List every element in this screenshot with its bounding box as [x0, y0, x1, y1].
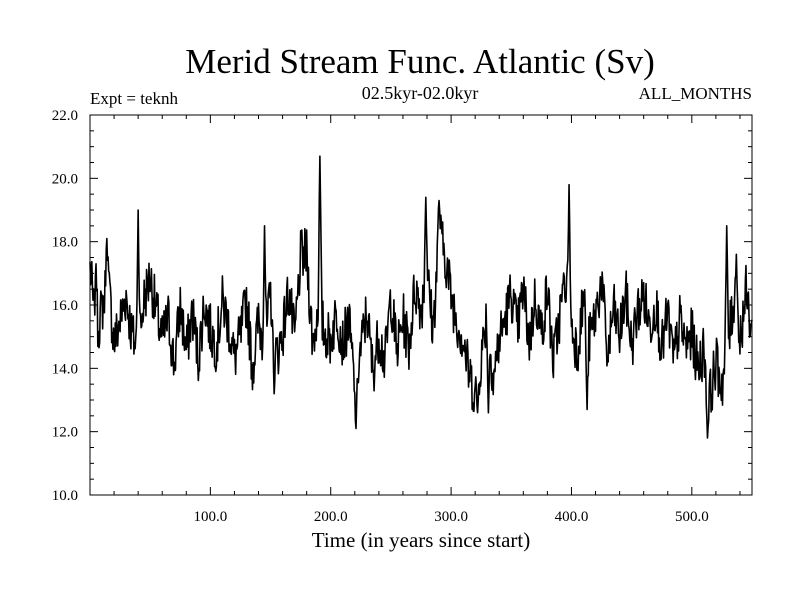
y-axis-tick-labels: 10.0 12.0 14.0 16.0 18.0 20.0 22.0 [52, 108, 78, 504]
x-tick-label: 200.0 [314, 509, 348, 525]
x-axis-ticks [113, 115, 741, 495]
x-tick-label: 300.0 [434, 509, 468, 525]
y-tick-label: 18.0 [52, 235, 78, 251]
y-tick-label: 16.0 [52, 298, 78, 314]
y-tick-label: 10.0 [52, 488, 78, 504]
y-tick-label: 22.0 [52, 108, 78, 124]
months-label: ALL_MONTHS [639, 84, 752, 103]
x-axis-tick-labels: 100.0 200.0 300.0 400.0 500.0 [193, 509, 708, 525]
y-axis-ticks [90, 114, 752, 496]
x-tick-label: 100.0 [193, 509, 227, 525]
chart-subtitle: 02.5kyr-02.0kyr [362, 83, 479, 103]
x-tick-label: 500.0 [675, 509, 709, 525]
series-line [89, 155, 753, 439]
y-tick-label: 12.0 [52, 425, 78, 441]
experiment-label: Expt = teknh [90, 89, 178, 108]
y-tick-label: 14.0 [52, 361, 78, 377]
x-tick-label: 400.0 [555, 509, 589, 525]
chart-title: Merid Stream Func. Atlantic (Sv) [185, 42, 655, 81]
y-tick-label: 20.0 [52, 171, 78, 187]
x-axis-label: Time (in years since start) [312, 528, 531, 552]
